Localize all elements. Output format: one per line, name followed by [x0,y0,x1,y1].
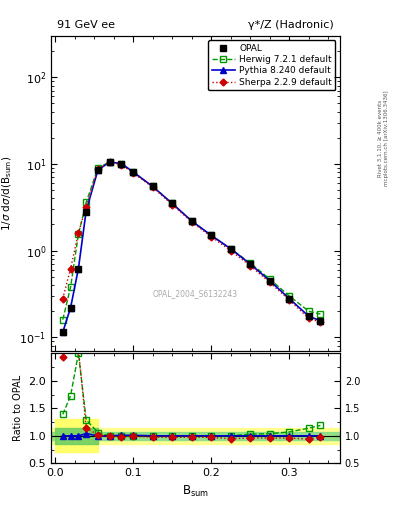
Text: mcplots.cern.ch [arXiv:1306.3436]: mcplots.cern.ch [arXiv:1306.3436] [384,91,389,186]
Y-axis label: 1/$\sigma$ d$\sigma$/d(B$_{\rm sum}$): 1/$\sigma$ d$\sigma$/d(B$_{\rm sum}$) [0,156,14,231]
Text: 91 GeV ee: 91 GeV ee [57,19,115,30]
X-axis label: B$_{\rm sum}$: B$_{\rm sum}$ [182,484,209,499]
Text: γ*/Z (Hadronic): γ*/Z (Hadronic) [248,19,334,30]
Bar [51,428,340,444]
Text: OPAL_2004_S6132243: OPAL_2004_S6132243 [153,290,238,298]
Y-axis label: Ratio to OPAL: Ratio to OPAL [13,375,23,441]
Bar [51,432,340,440]
Legend: OPAL, Herwig 7.2.1 default, Pythia 8.240 default, Sherpa 2.2.9 default: OPAL, Herwig 7.2.1 default, Pythia 8.240… [208,40,336,90]
Text: Rivet 3.1.10, ≥ 400k events: Rivet 3.1.10, ≥ 400k events [378,100,383,177]
